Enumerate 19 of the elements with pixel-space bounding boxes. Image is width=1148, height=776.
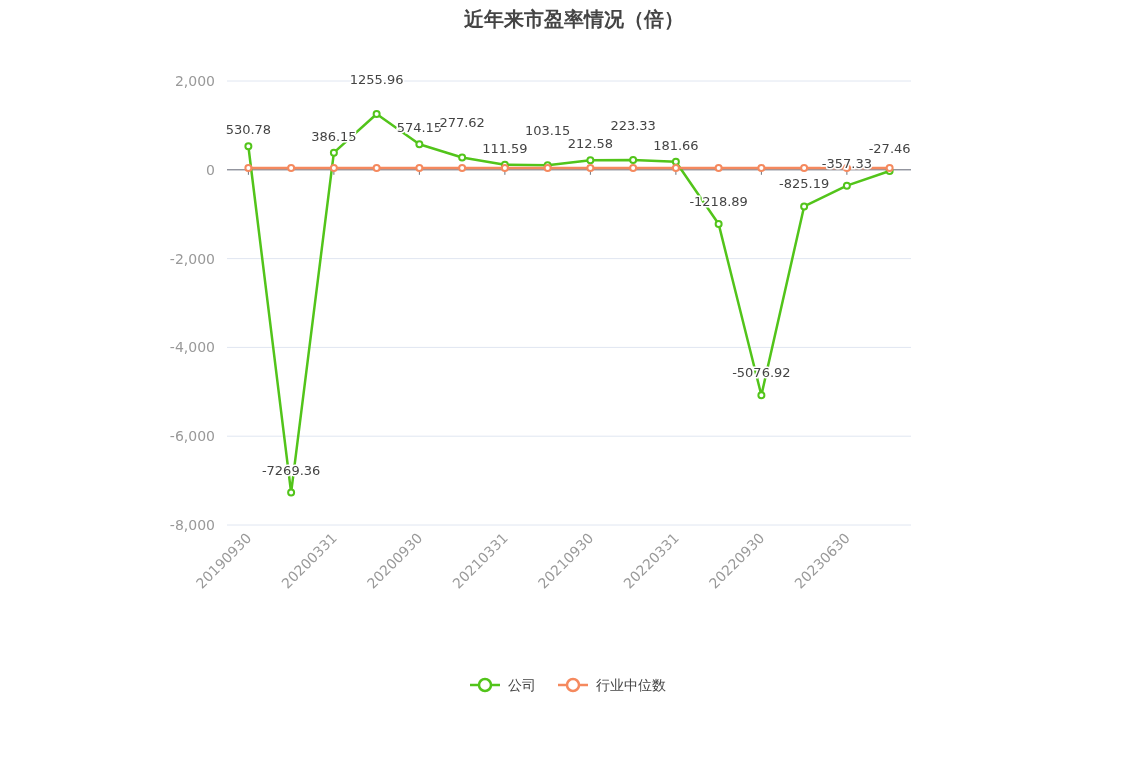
- y-tick-label: -4,000: [169, 339, 215, 356]
- data-label: 111.59: [482, 140, 528, 156]
- y-tick-label: -8,000: [169, 517, 215, 533]
- data-label: -27.46: [868, 141, 911, 157]
- y-tick-label: -2,000: [169, 250, 215, 267]
- data-label: 1255.96: [349, 72, 404, 88]
- data-label: 223.33: [610, 117, 656, 133]
- y-tick-label: 2,000: [174, 73, 215, 89]
- data-label: 181.66: [653, 137, 699, 153]
- data-label: 212.58: [567, 136, 614, 152]
- y-tick-label: -6,000: [169, 428, 215, 445]
- data-label: 530.78: [225, 122, 272, 138]
- data-label: -825.19: [779, 176, 830, 192]
- data-label: -357.33: [821, 155, 872, 171]
- chart-title: 近年来市盈率情况（倍）: [463, 7, 684, 31]
- y-tick-label: 0: [206, 161, 215, 178]
- legend-label: 行业中位数: [596, 677, 666, 693]
- data-label: 103.15: [524, 123, 571, 139]
- legend-label: 公司: [508, 677, 536, 693]
